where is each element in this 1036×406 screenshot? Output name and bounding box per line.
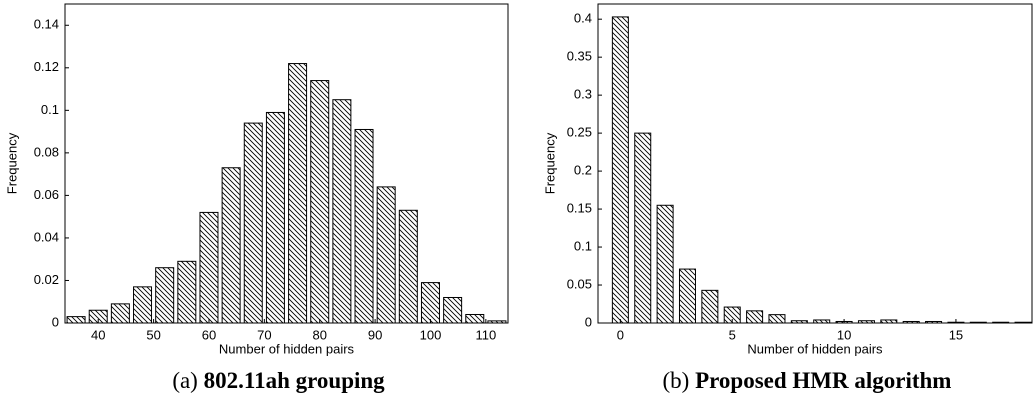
y-tick-label: 0 [585,314,592,329]
bar [155,267,175,324]
x-tick-label: 60 [202,327,216,342]
y-tick-label: 0.1 [41,102,59,117]
caption-label: (b) [663,368,690,393]
y-axis-label: Frequency [542,132,557,194]
caption-label: (a) [172,368,198,393]
bar [243,122,263,324]
bar [634,132,652,324]
caption: (a) 802.11ah grouping [172,368,385,393]
y-tick-label: 0.25 [567,125,592,140]
x-tick-label: 5 [729,327,736,342]
y-tick-label: 0 [52,314,59,329]
bar [288,63,308,324]
y-tick-label: 0.02 [34,272,59,287]
bar [265,111,285,324]
y-tick-label: 0.4 [574,11,592,26]
bar [611,16,629,324]
bar [398,209,418,324]
y-tick-label: 0.35 [567,49,592,64]
y-tick-label: 0.15 [567,201,592,216]
y-tick-label: 0.3 [574,87,592,102]
x-axis-label: Number of hidden pairs [219,341,355,356]
bar [133,286,153,324]
plot-frame [597,3,1033,324]
caption-text: Proposed HMR algorithm [695,368,951,393]
y-tick-label: 0.12 [34,59,59,74]
bar [110,303,130,324]
bar [177,260,197,324]
bar [354,128,374,324]
bar [443,296,463,324]
bar [199,211,219,324]
x-tick-label: 0 [617,327,624,342]
bar [746,310,764,324]
x-tick-label: 80 [312,327,326,342]
x-tick-label: 50 [146,327,160,342]
x-tick-label: 10 [837,327,851,342]
x-tick-label: 110 [475,327,496,342]
x-axis-label: Number of hidden pairs [747,341,883,356]
bar [310,80,330,324]
bar [701,289,719,324]
y-tick-label: 0.2 [574,163,592,178]
y-tick-label: 0.06 [34,187,59,202]
x-tick-label: 100 [420,327,442,342]
x-tick-label: 40 [91,327,105,342]
bar [768,314,786,324]
bar [656,204,674,324]
bar [376,186,396,324]
caption-text: 802.11ah grouping [204,368,386,393]
y-tick-label: 0.14 [34,17,59,32]
bar [420,282,440,324]
y-tick-label: 0.1 [574,238,592,253]
x-tick-label: 90 [368,327,382,342]
caption: (b) Proposed HMR algorithm [663,368,952,393]
y-axis-label: Frequency [4,132,19,194]
bar [221,167,241,324]
bar [678,268,696,324]
x-tick-label: 70 [257,327,271,342]
bar [332,99,352,324]
plot-frame [64,3,509,324]
x-tick-label: 15 [949,327,963,342]
y-tick-label: 0.05 [567,276,592,291]
bar [66,316,86,324]
y-tick-label: 0.08 [34,144,59,159]
bar [465,313,485,324]
y-tick-label: 0.04 [34,229,59,244]
